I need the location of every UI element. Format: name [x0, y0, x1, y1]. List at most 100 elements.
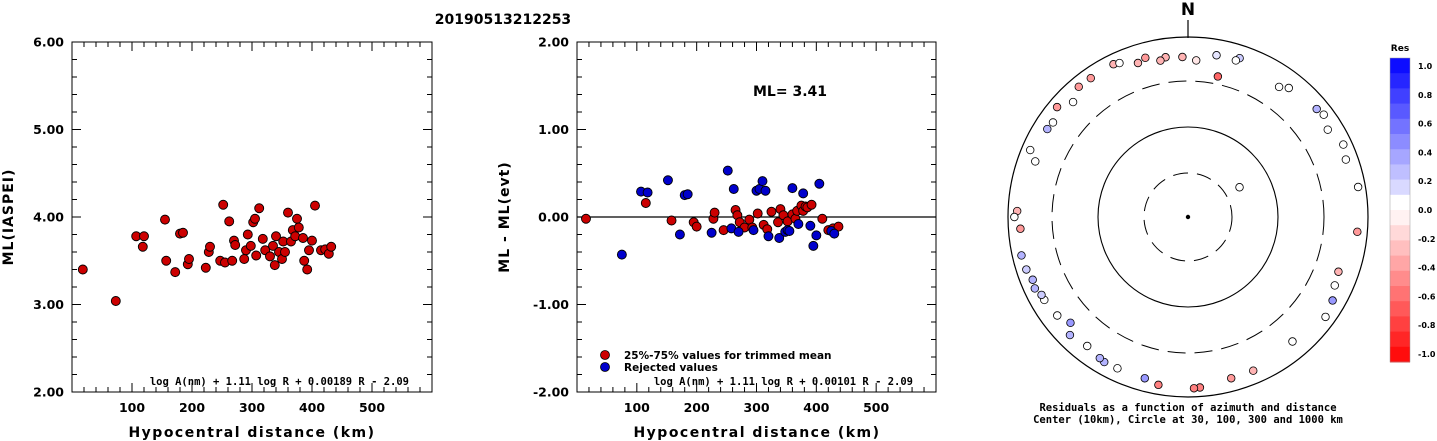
data-point [299, 255, 310, 266]
north-label: N [1181, 0, 1195, 20]
data-point [829, 228, 840, 239]
y-axis-label: ML(IASPEI) [1, 169, 17, 266]
colorbar-cell [1390, 240, 1410, 257]
legend-label-rejected: Rejected values [624, 362, 718, 374]
station-residual-point [1154, 380, 1163, 390]
data-point [748, 225, 759, 236]
data-point [326, 241, 337, 252]
colorbar-tick-label: -0.8 [1418, 321, 1436, 330]
colorbar-tick-label: -1.0 [1418, 350, 1436, 359]
data-point [733, 226, 744, 237]
x-tick-label: 300 [743, 400, 769, 415]
x-tick-label: 400 [299, 400, 325, 415]
data-point [793, 219, 804, 229]
y-tick-label: 2.00 [538, 35, 569, 50]
colorbar-cell [1390, 210, 1410, 226]
y-tick-label: 3.00 [33, 297, 64, 312]
station-residual-point [1319, 110, 1328, 119]
x-tick-labels: 100 200 300 400 500 [119, 400, 385, 415]
data-point [230, 240, 241, 250]
station-residual-point [1353, 182, 1363, 192]
data-point [161, 255, 172, 266]
data-point [265, 251, 275, 262]
colorbar-tick-label: 0.6 [1418, 120, 1433, 129]
x-tick-label: 100 [624, 400, 650, 415]
colorbar-cell [1390, 134, 1410, 150]
colorbar-cells [1389, 57, 1411, 363]
station-residual-point [1028, 275, 1037, 284]
data-point [814, 178, 825, 189]
formula-label: log A(nm) + 1.11 log R + 0.00101 R - 2.0… [654, 376, 913, 388]
colorbar-cell [1390, 149, 1410, 165]
data-point [271, 231, 281, 242]
data-point [205, 241, 215, 252]
residual-vs-distance-chart: -2.00 -1.00 0.00 1.00 2.00 100 200 300 400 500 M… [497, 35, 937, 441]
data-points [581, 165, 844, 260]
data-point [787, 183, 798, 194]
station-residual-point [1115, 58, 1124, 68]
y-tick-label: 2.00 [33, 385, 64, 400]
station-residual-point [1274, 82, 1284, 92]
y-tick-label: -1.00 [533, 297, 569, 312]
data-point [170, 267, 181, 278]
colorbar-frame [1389, 57, 1411, 363]
colorbar-cell [1390, 103, 1410, 120]
station-residual-point [1339, 140, 1348, 149]
data-point [139, 231, 149, 242]
station-residual-point [1312, 104, 1321, 114]
ring-100km [1097, 126, 1279, 308]
data-point [752, 208, 763, 219]
station-residual-point [1235, 183, 1244, 192]
data-point [302, 264, 313, 275]
data-point [722, 165, 733, 176]
data-point [766, 206, 777, 217]
station-residual-point [1052, 102, 1062, 112]
data-point [674, 229, 685, 240]
data-point [760, 185, 771, 196]
colorbar-cell [1390, 301, 1410, 317]
ring-30km [1143, 172, 1233, 262]
data-point [808, 240, 819, 251]
caption-line-1: Residuals as a function of azimuth and d… [1039, 402, 1336, 414]
data-point [292, 213, 302, 224]
station-residual-point [1053, 311, 1062, 320]
data-point [709, 207, 720, 218]
colorbar-cell [1390, 179, 1410, 196]
data-point [224, 216, 235, 227]
station-residual-point [1030, 284, 1040, 293]
colorbar-cell [1390, 255, 1410, 272]
colorbar-cell [1390, 331, 1410, 348]
station-residual-point [1043, 124, 1052, 134]
ring-1000km [1007, 36, 1369, 398]
colorbar-cell [1390, 73, 1410, 89]
data-point [269, 260, 280, 271]
colorbar-cell [1390, 118, 1410, 135]
station-residual-point [1227, 374, 1236, 383]
data-point [682, 189, 693, 200]
station-residual-point [1330, 281, 1339, 290]
data-point [298, 233, 308, 243]
data-point [268, 240, 278, 251]
data-point [227, 255, 238, 266]
station-residual-point [1037, 290, 1046, 300]
azimuth-residual-polar-plot: N Residuals as a function of azimuth and… [1007, 0, 1369, 426]
station-residual-point [1140, 374, 1149, 383]
colorbar-cell [1390, 316, 1410, 333]
station-residual-point [1334, 267, 1343, 276]
data-point [806, 199, 817, 210]
y-tick-label: 5.00 [33, 122, 64, 137]
data-point [728, 184, 739, 194]
colorbar-tick-label: 0.0 [1418, 206, 1433, 215]
station-residual-point [1074, 82, 1083, 91]
x-axis-label: Hypocentral distance (km) [633, 425, 880, 441]
colorbar-tick-label: 1.0 [1418, 62, 1433, 71]
data-point [257, 233, 268, 244]
data-point [581, 213, 591, 224]
x-tick-label: 100 [119, 400, 145, 415]
data-point [805, 220, 816, 231]
data-points [77, 199, 337, 306]
station-residual-point [1212, 51, 1221, 60]
y-axis-label: ML - ML(evt) [497, 161, 513, 272]
station-residual-point [1178, 52, 1187, 62]
station-residual-point [1031, 157, 1040, 166]
